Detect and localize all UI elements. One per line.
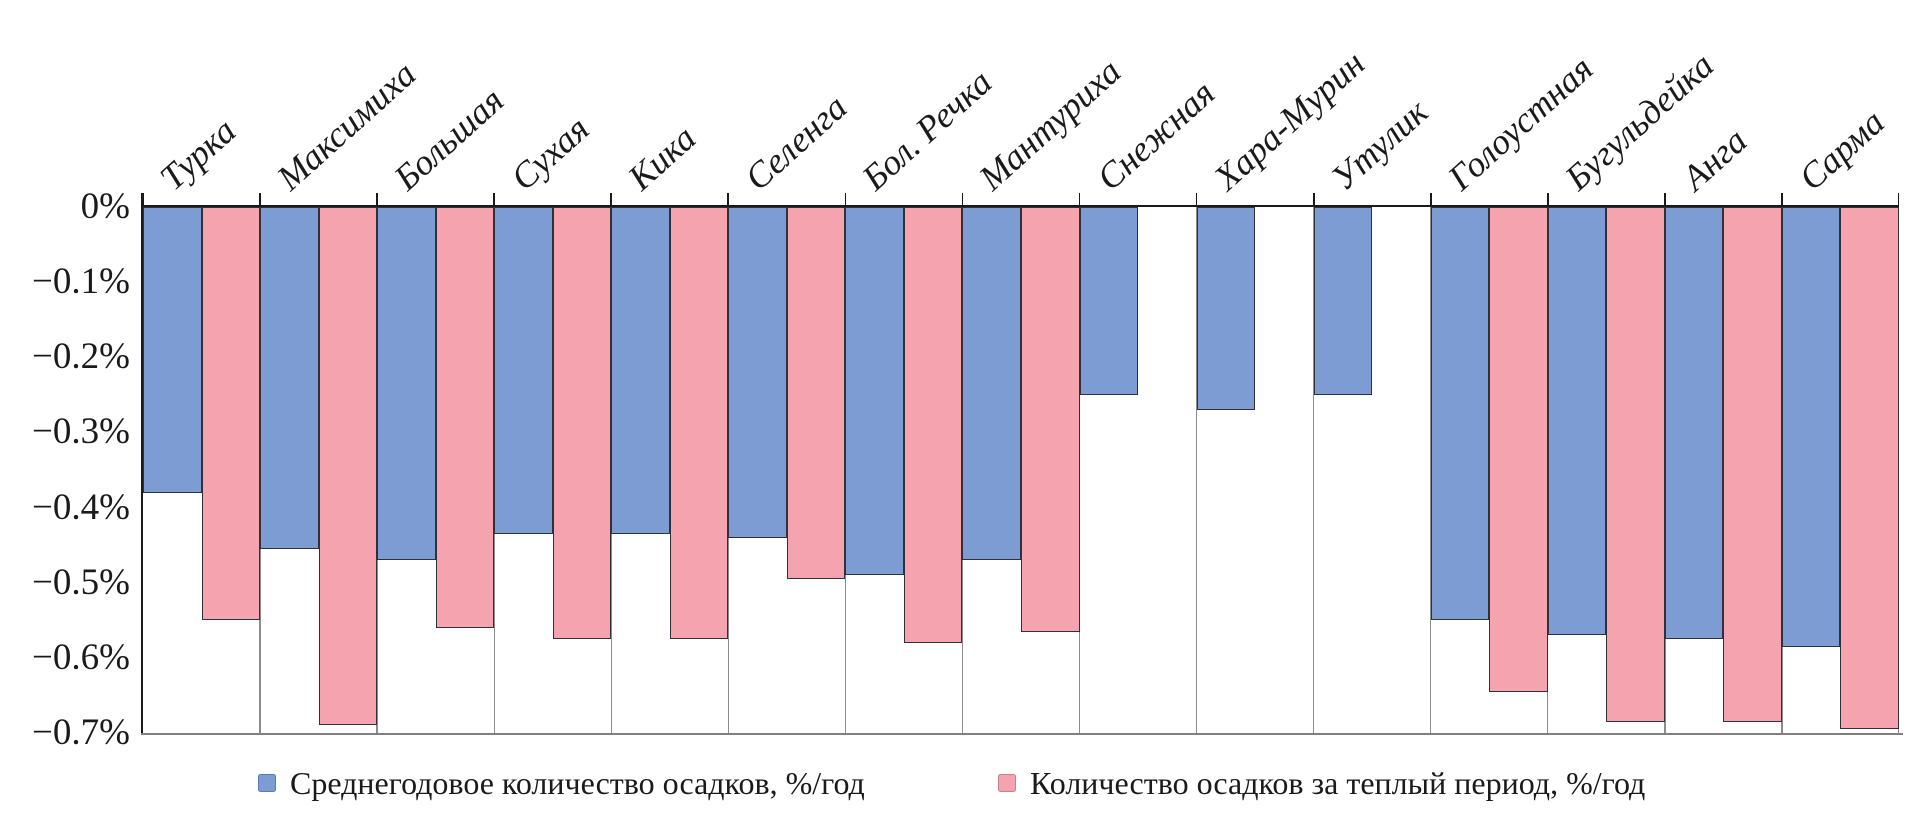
warm-period-bar-7: [903, 207, 963, 643]
legend-swatch: [258, 774, 276, 792]
warm-period-bar-6: [786, 207, 846, 579]
y-tick-label: 0%: [80, 186, 130, 227]
category-separator-line: [610, 207, 612, 733]
y-tick-label: −0.7%: [32, 712, 130, 753]
annual-precip-bar-2: [260, 207, 319, 549]
annual-precip-bar-15: [1781, 207, 1841, 647]
y-tick-label: −0.3%: [32, 411, 130, 453]
warm-period-bar-4: [552, 207, 612, 640]
warm-period-bar-5: [669, 207, 729, 640]
annual-precip-bar-14: [1664, 207, 1724, 640]
category-separator-line: [1195, 207, 1198, 733]
category-tick: [610, 193, 613, 207]
annual-precip-bar-12: [1430, 207, 1490, 621]
category-tick: [1195, 193, 1198, 207]
warm-period-bar-15: [1840, 207, 1899, 730]
category-tick: [259, 193, 261, 207]
category-tick: [1781, 193, 1783, 207]
category-tick: [727, 193, 730, 207]
annual-precip-bar-13: [1547, 207, 1607, 636]
category-label: Бол. Речка: [854, 61, 1000, 199]
plot-bottom-border: [141, 732, 1903, 735]
warm-period-bar-12: [1489, 207, 1548, 692]
warm-period-bar-14: [1723, 207, 1782, 722]
zero-baseline: [143, 204, 1899, 208]
category-tick: [1312, 193, 1315, 207]
annual-precip-bar-7: [845, 207, 904, 576]
category-label: Селенга: [737, 86, 855, 198]
category-tick: [1078, 193, 1081, 207]
y-tick-label: −0.4%: [32, 486, 130, 528]
category-tick: [142, 193, 144, 207]
annual-precip-bar-3: [377, 207, 436, 561]
annual-precip-bar-5: [611, 207, 670, 534]
category-tick: [1546, 193, 1549, 207]
legend-item-annual: Среднегодовое количество осадков, %/год: [258, 763, 865, 803]
y-axis-line: [140, 193, 143, 733]
legend-label: Количество осадков за теплый период, %/г…: [1030, 765, 1646, 801]
warm-period-bar-1: [201, 207, 261, 621]
y-tick-label: −0.6%: [32, 636, 130, 678]
category-separator-line: [1312, 207, 1315, 733]
category-tick: [844, 193, 847, 207]
legend-item-warm-period: Количество осадков за теплый период, %/г…: [998, 763, 1645, 803]
category-tick: [376, 193, 379, 207]
category-tick: [961, 193, 964, 207]
legend-swatch: [998, 774, 1016, 792]
warm-period-bar-8: [1021, 207, 1080, 632]
annual-precip-bar-10: [1196, 207, 1256, 410]
annual-precip-bar-1: [143, 207, 202, 493]
annual-precip-bar-8: [962, 207, 1021, 561]
warm-period-bar-13: [1606, 207, 1665, 722]
category-tick: [1663, 193, 1666, 207]
annual-precip-bar-9: [1079, 207, 1139, 395]
category-tick: [493, 193, 496, 207]
category-label: Утулик: [1322, 91, 1436, 198]
legend-label: Среднегодовое количество осадков, %/год: [290, 765, 865, 801]
annual-precip-bar-11: [1313, 207, 1373, 395]
category-label: Анга: [1674, 120, 1755, 198]
category-tick: [1429, 193, 1432, 207]
warm-period-bar-3: [435, 207, 495, 628]
y-tick-label: −0.2%: [32, 336, 130, 378]
plot-area: [142, 193, 1900, 733]
category-label: Турка: [152, 110, 244, 198]
y-tick-label: −0.5%: [32, 561, 130, 603]
y-tick-label: −0.1%: [32, 261, 130, 303]
warm-period-bar-2: [318, 207, 378, 726]
category-label: Кика: [620, 117, 704, 198]
category-tick: [1897, 193, 1900, 207]
annual-precip-bar-6: [728, 207, 787, 538]
annual-precip-bar-4: [494, 207, 553, 534]
category-label: Сарма: [1791, 101, 1892, 198]
category-label: Сухая: [503, 108, 597, 198]
